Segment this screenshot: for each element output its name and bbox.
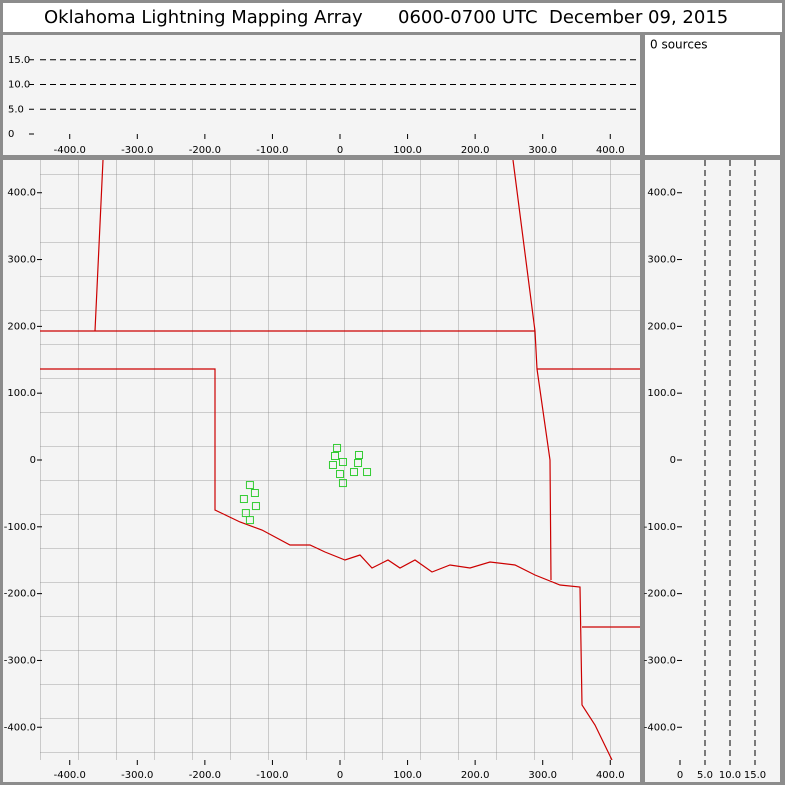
x-tick-label: 100.0 [393, 770, 422, 781]
x-tick-label: -300.0 [121, 770, 153, 781]
county-lines [40, 160, 640, 760]
y-tick-label: 400.0 [7, 188, 36, 199]
y-tick-label: 300.0 [7, 255, 36, 266]
x-tick-label: -200.0 [189, 770, 221, 781]
station-marker [338, 479, 347, 488]
station-marker [336, 470, 344, 479]
x-tick-label: -100.0 [256, 770, 288, 781]
x-tick-label: -300.0 [121, 145, 153, 156]
x-tick-label: -400.0 [54, 145, 86, 156]
sources-box [645, 35, 780, 155]
x-tick-label: 5.0 [697, 770, 713, 781]
x-tick-label: -100.0 [256, 145, 288, 156]
yz-panel [645, 160, 780, 782]
y-tick-label: 0 [670, 455, 676, 466]
y-tick-label: 100.0 [7, 388, 36, 399]
station-marker [331, 451, 339, 460]
x-tick-label: 300.0 [528, 145, 557, 156]
station-marker [363, 468, 372, 477]
x-tick-label: 100.0 [393, 145, 422, 156]
station-marker [328, 461, 337, 470]
y-tick-label: 15.0 [8, 55, 30, 66]
x-tick-label: 0 [337, 145, 343, 156]
y-tick-label: 200.0 [7, 321, 36, 332]
x-tick-label: 400.0 [596, 770, 625, 781]
y-tick-label: 5.0 [8, 104, 24, 115]
x-tick-label: -200.0 [189, 145, 221, 156]
x-tick-label: 0 [337, 770, 343, 781]
sources-count: 0 sources [650, 38, 708, 52]
y-tick-label: 0 [8, 129, 14, 140]
station-marker [245, 516, 254, 525]
y-tick-label: -300.0 [644, 655, 676, 666]
station-marker [245, 481, 254, 490]
xz-panel [3, 35, 640, 155]
station-marker [349, 468, 358, 477]
title: Oklahoma Lightning Mapping Array [44, 7, 363, 28]
station-marker [250, 489, 259, 498]
x-tick-label: 10.0 [719, 770, 741, 781]
map-layer [40, 160, 640, 760]
x-tick-label: 400.0 [596, 145, 625, 156]
y-tick-label: 0 [30, 455, 36, 466]
y-tick-label: -100.0 [644, 522, 676, 533]
x-tick-label: 200.0 [461, 145, 490, 156]
x-tick-label: 200.0 [461, 770, 490, 781]
y-tick-label: -300.0 [4, 655, 36, 666]
y-tick-label: -400.0 [4, 722, 36, 733]
y-tick-label: 200.0 [647, 321, 676, 332]
y-tick-label: 100.0 [647, 388, 676, 399]
station-marker [333, 443, 342, 452]
time-range: 0600-0700 UTC [398, 7, 538, 28]
x-tick-label: 15.0 [744, 770, 766, 781]
x-tick-label: 0 [677, 770, 683, 781]
station-marker [354, 450, 363, 459]
station-marker [251, 502, 260, 511]
x-tick-label: -400.0 [54, 770, 86, 781]
y-tick-label: -400.0 [644, 722, 676, 733]
station-marker [239, 495, 248, 504]
y-tick-label: -100.0 [4, 522, 36, 533]
y-tick-label: 400.0 [647, 188, 676, 199]
date: December 09, 2015 [549, 7, 728, 28]
y-tick-label: 10.0 [8, 80, 30, 91]
title-bar [3, 3, 782, 32]
y-tick-label: -200.0 [644, 589, 676, 600]
station-marker [241, 509, 250, 518]
state-borders [40, 160, 640, 760]
y-tick-label: -200.0 [4, 589, 36, 600]
x-tick-label: 300.0 [528, 770, 557, 781]
y-tick-label: 300.0 [647, 255, 676, 266]
station-marker [338, 458, 347, 467]
station-marker [354, 459, 363, 468]
